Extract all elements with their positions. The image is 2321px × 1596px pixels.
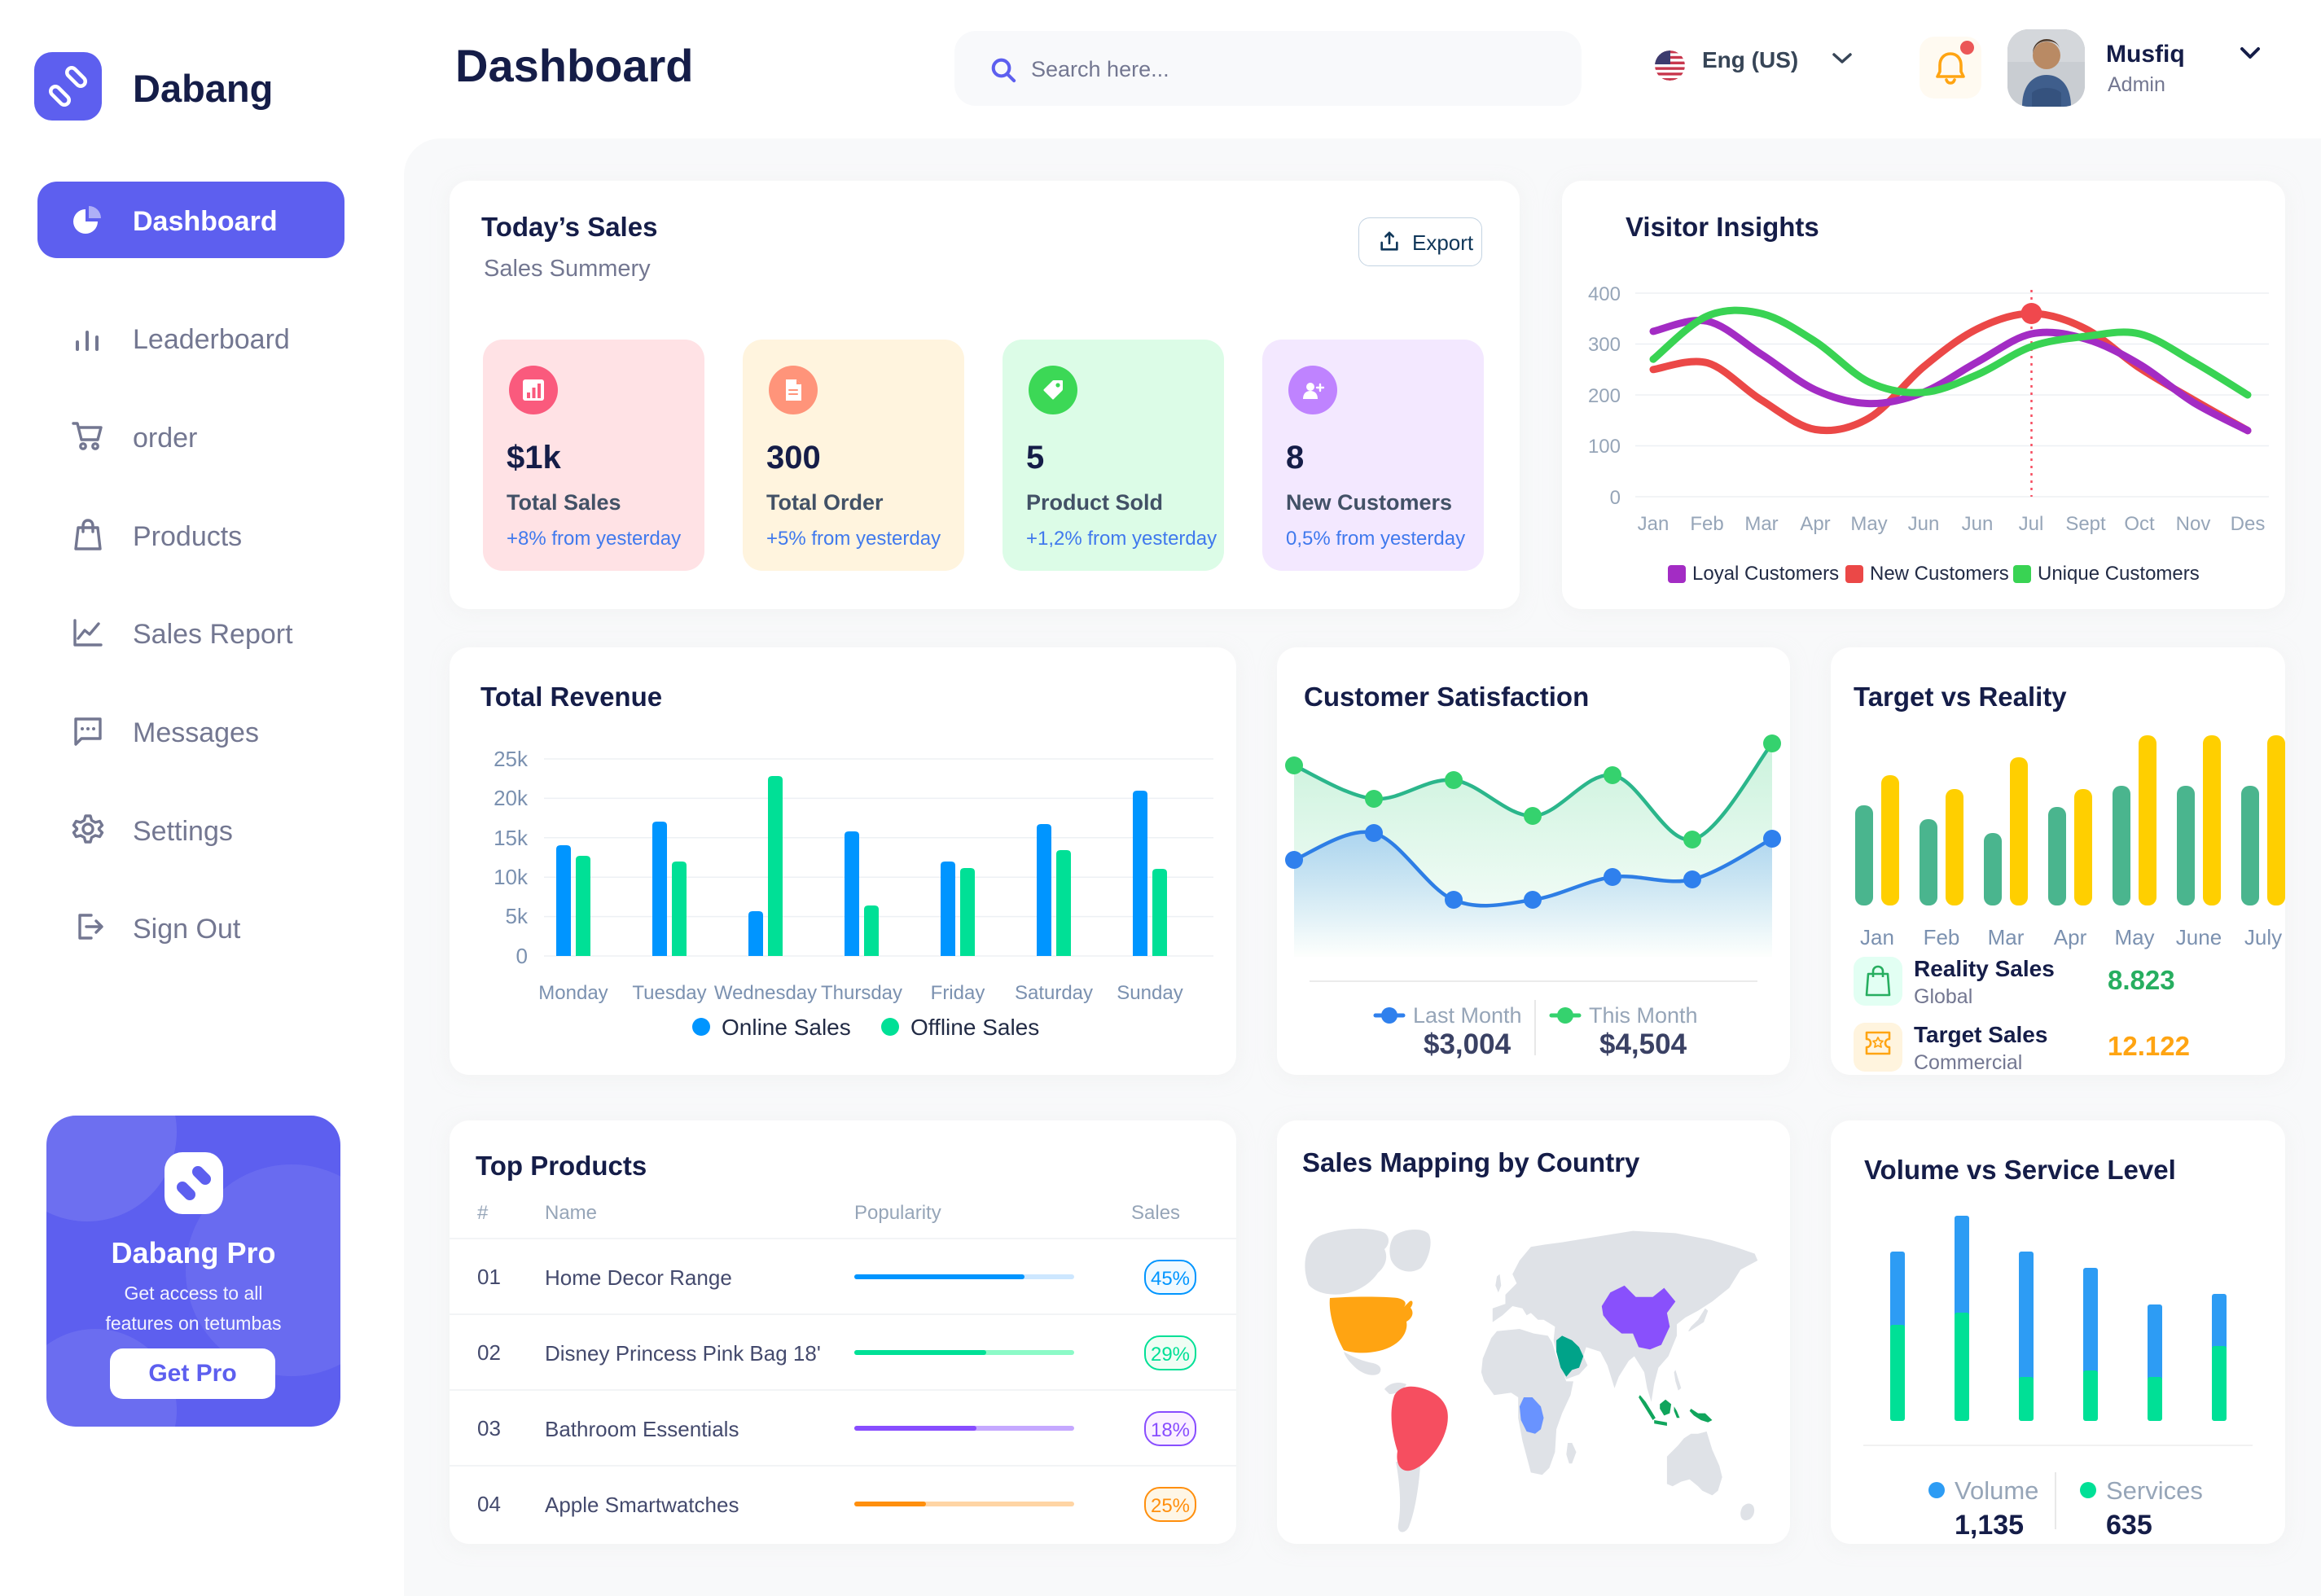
- svg-text:Tuesday: Tuesday: [632, 982, 706, 1004]
- svg-text:10k: 10k: [494, 865, 529, 889]
- svg-text:Jan: Jan: [1638, 513, 1669, 535]
- svg-text:18%: 18%: [1151, 1419, 1190, 1441]
- svg-text:Volume: Volume: [1955, 1476, 2038, 1505]
- svg-text:20k: 20k: [494, 786, 529, 810]
- svg-text:15k: 15k: [494, 826, 529, 850]
- svg-text:Thursday: Thursday: [821, 982, 902, 1004]
- svg-text:Feb: Feb: [1690, 513, 1723, 535]
- svg-text:Jan: Jan: [1860, 925, 1894, 949]
- svg-text:Name: Name: [545, 1202, 597, 1224]
- svg-text:Last Month: Last Month: [1413, 1003, 1522, 1028]
- svg-text:Feb: Feb: [1924, 925, 1960, 949]
- svg-text:$3,004: $3,004: [1424, 1028, 1512, 1060]
- svg-text:Bathroom Essentials: Bathroom Essentials: [545, 1417, 739, 1441]
- svg-text:Des: Des: [2231, 513, 2266, 535]
- svg-text:Saturday: Saturday: [1015, 982, 1093, 1004]
- svg-text:12.122: 12.122: [2108, 1031, 2190, 1061]
- svg-text:May: May: [2114, 925, 2154, 949]
- svg-text:Target Sales: Target Sales: [1914, 1022, 2047, 1047]
- svg-text:Wednesday: Wednesday: [714, 982, 817, 1004]
- svg-text:Jun: Jun: [1962, 513, 1994, 535]
- svg-text:300: 300: [1588, 334, 1621, 356]
- svg-text:400: 400: [1588, 283, 1621, 305]
- svg-text:Mar: Mar: [1744, 513, 1778, 535]
- svg-text:02: 02: [477, 1340, 501, 1365]
- svg-text:Global: Global: [1914, 985, 1972, 1008]
- svg-text:1,135: 1,135: [1955, 1510, 2024, 1541]
- svg-text:#: #: [477, 1202, 489, 1224]
- svg-text:Jun: Jun: [1908, 513, 1940, 535]
- svg-text:Friday: Friday: [931, 982, 985, 1004]
- svg-text:May: May: [1850, 513, 1887, 535]
- svg-text:Reality Sales: Reality Sales: [1914, 956, 2055, 981]
- svg-text:Mar: Mar: [1988, 925, 2025, 949]
- svg-text:Services: Services: [2106, 1476, 2203, 1505]
- svg-text:Commercial: Commercial: [1914, 1051, 2022, 1074]
- svg-text:New Customers: New Customers: [1870, 563, 2009, 585]
- svg-text:100: 100: [1588, 436, 1621, 458]
- svg-text:200: 200: [1588, 385, 1621, 407]
- svg-text:Popularity: Popularity: [854, 1202, 941, 1224]
- svg-text:$4,504: $4,504: [1599, 1028, 1687, 1060]
- svg-text:Loyal Customers: Loyal Customers: [1692, 563, 1839, 585]
- svg-text:Apr: Apr: [2054, 925, 2087, 949]
- svg-text:5k: 5k: [506, 904, 529, 928]
- svg-text:0: 0: [1610, 487, 1621, 509]
- svg-text:Offline Sales: Offline Sales: [910, 1015, 1039, 1040]
- svg-text:June: June: [2176, 925, 2222, 949]
- svg-text:Monday: Monday: [538, 982, 608, 1004]
- svg-text:Jul: Jul: [2019, 513, 2044, 535]
- svg-text:Home Decor Range: Home Decor Range: [545, 1265, 732, 1290]
- svg-text:0: 0: [516, 944, 528, 968]
- svg-text:25%: 25%: [1151, 1495, 1190, 1517]
- svg-text:This Month: This Month: [1589, 1003, 1698, 1028]
- svg-text:July: July: [2244, 925, 2282, 949]
- svg-text:8.823: 8.823: [2108, 965, 2175, 995]
- svg-text:Sales: Sales: [1131, 1202, 1180, 1224]
- svg-text:Sept: Sept: [2065, 513, 2106, 535]
- svg-text:Apr: Apr: [1800, 513, 1830, 535]
- svg-text:Nov: Nov: [2176, 513, 2211, 535]
- svg-text:Online Sales: Online Sales: [722, 1015, 851, 1040]
- svg-text:Sunday: Sunday: [1117, 982, 1182, 1004]
- svg-text:29%: 29%: [1151, 1344, 1190, 1366]
- svg-text:45%: 45%: [1151, 1268, 1190, 1290]
- svg-text:Oct: Oct: [2124, 513, 2155, 535]
- svg-text:Unique Customers: Unique Customers: [2038, 563, 2200, 585]
- svg-text:03: 03: [477, 1416, 501, 1440]
- svg-text:Disney Princess Pink Bag 18': Disney Princess Pink Bag 18': [545, 1341, 821, 1366]
- svg-text:01: 01: [477, 1265, 501, 1289]
- svg-text:04: 04: [477, 1492, 501, 1516]
- svg-text:Apple Smartwatches: Apple Smartwatches: [545, 1493, 739, 1517]
- svg-text:25k: 25k: [494, 747, 529, 771]
- svg-text:635: 635: [2106, 1510, 2152, 1541]
